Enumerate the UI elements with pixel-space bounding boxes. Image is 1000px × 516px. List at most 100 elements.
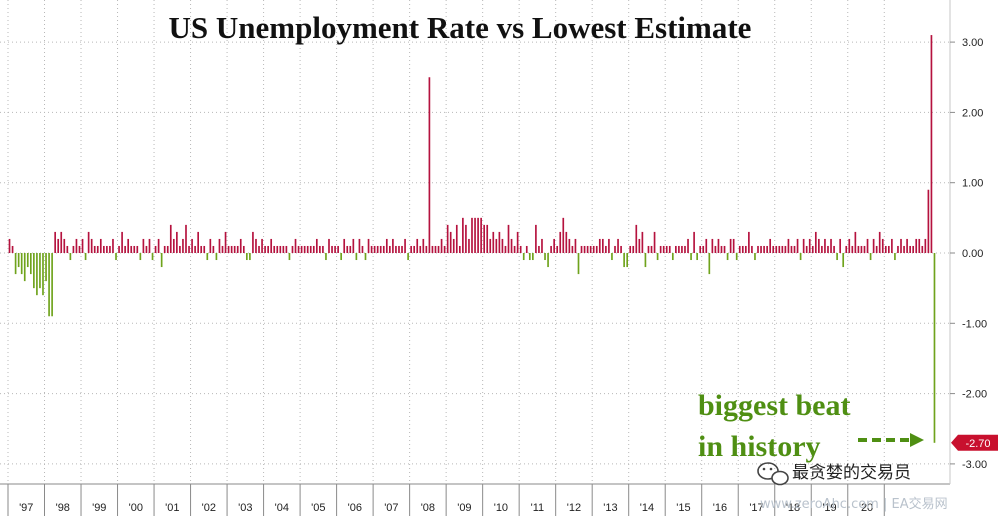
bar: [106, 245, 108, 253]
bar: [541, 238, 543, 253]
bar: [206, 253, 209, 261]
bar: [869, 253, 872, 261]
bar: [544, 253, 546, 261]
bar: [136, 245, 139, 253]
bar: [821, 245, 823, 253]
bar: [702, 245, 705, 253]
bar: [449, 231, 452, 253]
bar: [325, 253, 327, 261]
bar: [918, 238, 921, 253]
bar: [580, 245, 583, 253]
bar: [367, 238, 370, 253]
x-tick-label: '15: [676, 502, 690, 514]
bar: [39, 253, 41, 289]
bar: [452, 238, 455, 253]
bar: [14, 253, 17, 275]
y-axis-ticks: [950, 41, 955, 465]
bar: [443, 245, 446, 253]
bar: [373, 245, 376, 253]
bar: [300, 245, 303, 253]
bar: [930, 35, 933, 253]
bar: [477, 217, 479, 253]
bar: [842, 253, 845, 268]
bar: [297, 245, 300, 253]
bar: [163, 245, 166, 253]
bar: [845, 245, 848, 253]
bar: [875, 245, 878, 253]
bar: [644, 253, 647, 268]
bar: [273, 245, 276, 253]
bar: [419, 245, 422, 253]
bar: [818, 238, 820, 253]
bar: [17, 253, 20, 268]
bar: [109, 245, 111, 253]
x-tick-label: '20: [859, 502, 873, 514]
bar: [382, 245, 385, 253]
bar: [492, 231, 495, 253]
bar: [455, 224, 458, 253]
bar: [221, 245, 224, 253]
bar: [708, 253, 711, 275]
bar: [385, 238, 388, 253]
x-tick-label: '19: [822, 502, 836, 514]
bar: [75, 238, 78, 253]
bar: [334, 245, 336, 253]
bar: [48, 253, 50, 317]
bar: [446, 224, 449, 253]
bar: [483, 224, 485, 253]
bar: [20, 253, 23, 275]
bar: [87, 231, 90, 253]
bars: [8, 35, 936, 443]
bar: [267, 245, 269, 253]
bar: [33, 253, 35, 289]
bar: [754, 253, 756, 261]
bar: [678, 245, 680, 253]
bar: [185, 224, 187, 253]
x-tick-label: '17: [749, 502, 763, 514]
bar: [632, 245, 635, 253]
bar: [309, 245, 312, 253]
bar: [188, 245, 190, 253]
bar: [793, 245, 796, 253]
bar: [766, 245, 768, 253]
bar: [81, 238, 84, 253]
bar: [860, 245, 863, 253]
bar: [358, 238, 361, 253]
bar: [145, 245, 148, 253]
bar: [629, 245, 632, 253]
bar: [376, 245, 379, 253]
x-axis-labels: '97 '98 '99 '00 '01 '02 '03 '04 '05 '06 '07 '08 '09 '…: [19, 502, 873, 514]
watermark: 最贪婪的交易员 www.zeroAhc.com | EA交易网: [757, 462, 948, 512]
bar: [595, 245, 598, 253]
bar: [407, 253, 409, 261]
x-tick-label: '11: [531, 502, 545, 514]
bar: [139, 253, 142, 261]
bar: [498, 231, 501, 253]
bar: [103, 245, 105, 253]
bar: [72, 245, 75, 253]
bar: [465, 224, 467, 253]
bar: [215, 253, 218, 261]
bar: [559, 231, 562, 253]
bar: [720, 245, 723, 253]
bar: [197, 231, 199, 253]
bar: [769, 238, 772, 253]
bar: [264, 245, 266, 253]
bar: [480, 217, 482, 253]
bar: [891, 238, 893, 253]
bar: [811, 245, 814, 253]
bar: [872, 238, 875, 253]
bar: [172, 238, 175, 253]
x-tick-label: '97: [19, 502, 33, 514]
bar: [690, 253, 692, 261]
x-axis-ticks: [7, 484, 885, 516]
x-tick-label: '05: [311, 502, 325, 514]
bar: [684, 245, 686, 253]
bar: [285, 245, 288, 253]
bar: [927, 189, 930, 253]
bar: [489, 238, 492, 253]
bar: [808, 238, 811, 253]
bar: [650, 245, 653, 253]
bar: [176, 231, 178, 253]
x-tick-label: '16: [713, 502, 727, 514]
